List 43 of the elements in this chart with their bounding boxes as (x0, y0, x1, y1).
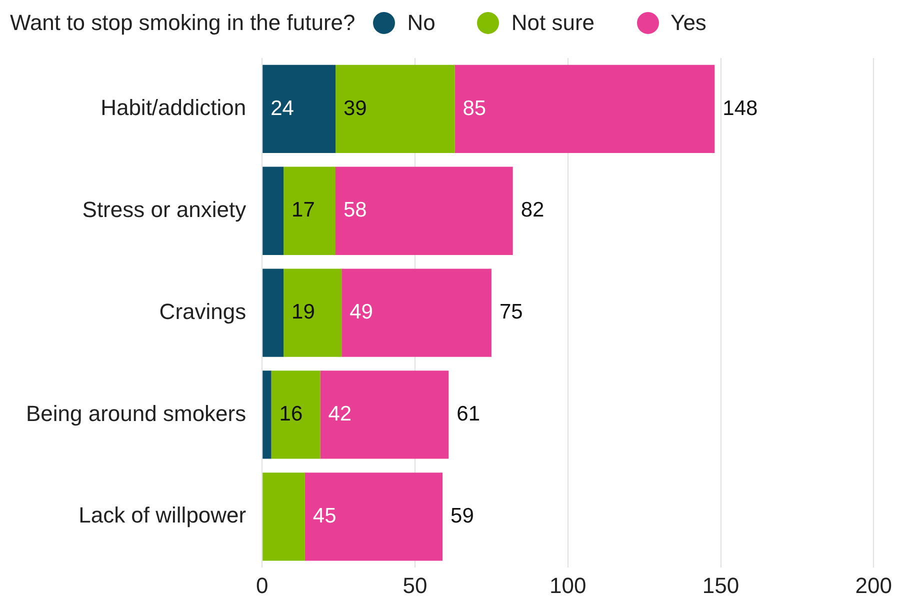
bar (284, 268, 342, 357)
data-label: 17 (292, 198, 315, 222)
y-tick-label: Habit/addiction (100, 95, 246, 120)
total-label: 148 (722, 96, 758, 120)
total-label: 75 (499, 300, 523, 324)
data-label: 24 (270, 96, 294, 120)
bar (336, 166, 513, 255)
bar (342, 268, 492, 357)
legend-label: Not sure (511, 10, 595, 36)
bar (262, 472, 305, 561)
x-tick-label: 150 (702, 572, 740, 598)
data-label: 85 (462, 96, 486, 120)
data-label: 39 (344, 96, 367, 120)
data-label: 58 (344, 198, 367, 222)
y-tick-label: Lack of willpower (78, 502, 246, 528)
legend-title: Want to stop smoking in the future? (10, 10, 356, 36)
bar (454, 64, 715, 154)
data-label: 49 (350, 300, 373, 324)
bar (271, 370, 320, 459)
legend-label: No (407, 10, 436, 36)
data-label: 42 (328, 402, 352, 426)
bar (304, 472, 443, 561)
x-tick-label: 200 (855, 572, 892, 598)
bar (262, 268, 284, 357)
bar (284, 166, 336, 255)
bar (336, 64, 455, 154)
x-tick-label: 0 (256, 572, 268, 598)
data-label: 45 (312, 504, 336, 528)
y-tick-label: Stress or anxiety (82, 196, 246, 222)
data-label: 19 (292, 300, 315, 324)
bar (262, 166, 284, 255)
bar (320, 370, 449, 459)
bar (262, 370, 272, 459)
x-tick-label: 50 (402, 572, 428, 598)
total-label: 61 (456, 402, 480, 426)
bar (262, 64, 336, 154)
data-label: 16 (279, 402, 303, 426)
y-tick-label: Being around smokers (26, 400, 246, 426)
total-label: 82 (520, 198, 544, 222)
x-tick-label: 100 (550, 572, 586, 598)
y-tick-label: Cravings (159, 298, 246, 324)
legend-label: Yes (670, 10, 706, 36)
total-label: 59 (450, 504, 474, 528)
